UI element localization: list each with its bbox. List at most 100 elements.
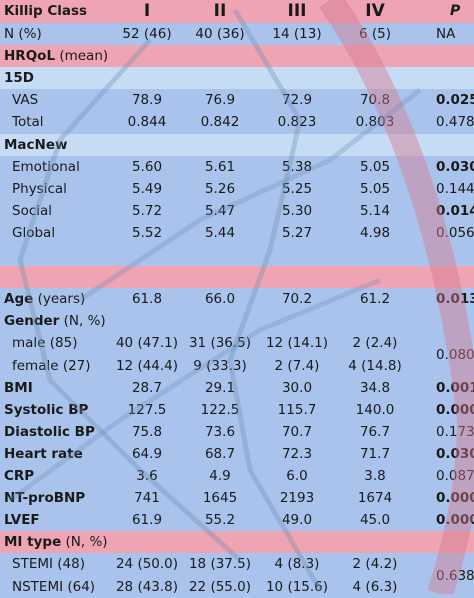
row-label-text: 15D (4, 70, 34, 87)
row-label: 15D (4, 67, 34, 89)
cell-c2: 5.26 (204, 180, 236, 197)
cell-c1: 3.6 (136, 468, 158, 484)
table-header: Killip Class I II III IV P (0, 0, 474, 23)
header-col-iv: IV (365, 1, 385, 21)
cell-c3: 5.30 (281, 202, 313, 219)
cell-c3: 5.25 (281, 180, 313, 197)
cell-c3: 12 (14.1) (265, 335, 329, 352)
row-label-text: MI type (4, 534, 62, 551)
row-label: female (27) (12, 355, 91, 377)
row-label: male (85) (12, 332, 77, 354)
cell-p-value: 0.030 (436, 158, 474, 175)
cell-c4: 61.2 (359, 291, 391, 308)
row-label: MI type (N, %) (4, 531, 108, 553)
header-p: P (450, 3, 461, 19)
cell-c4: 2 (2.4) (352, 335, 398, 352)
section-row: MacNew (0, 133, 474, 156)
row-label-text: Heart rate (4, 445, 83, 462)
table-row: Age (years) 61.8 66.0 70.2 61.2 0.013 (0, 288, 474, 311)
cell-c3: 5.27 (281, 224, 313, 241)
cell-c2: 5.47 (204, 202, 236, 219)
cell-c3: 70.7 (281, 423, 313, 440)
cell-c4: 140.0 (355, 401, 395, 418)
row-label-text: VAS (12, 92, 39, 109)
cell-c3: 70.2 (281, 291, 313, 308)
row-label: HRQoL (mean) (4, 45, 108, 67)
cell-p-value: 0.030 (436, 445, 474, 462)
cell-c1: 24 (50.0) (115, 556, 179, 573)
cell-c1: 5.60 (131, 158, 163, 175)
cell-c1: 61.9 (131, 512, 163, 529)
cell-c2: 1645 (202, 490, 238, 507)
row-label: Emotional (12, 156, 80, 178)
row-label: Gender (N, %) (4, 310, 106, 332)
cell-c2: 0.842 (200, 114, 240, 131)
cell-c1: 64.9 (131, 445, 163, 462)
table-row: female (27) 12 (44.4) 9 (33.3) 2 (7.4) 4 (14… (0, 354, 474, 377)
cell-c4: 71.7 (359, 445, 391, 462)
row-label: CRP (4, 465, 34, 487)
cell-c4: 45.0 (359, 512, 391, 529)
cell-p-value: 0.000 (436, 490, 474, 507)
cell-c2: 18 (37.5) (188, 556, 252, 573)
row-label-suffix: (N, %) (61, 534, 108, 551)
cell-p-value: 0.056 (436, 224, 474, 241)
cell-c1: 52 (46) (122, 26, 172, 42)
table-row: STEMI (48) 24 (50.0) 18 (37.5) 4 (8.3) 2 (4.… (0, 553, 474, 576)
cell-c1: 28 (43.8) (115, 578, 179, 595)
table-row: Social 5.72 5.47 5.30 5.14 0.014 (0, 199, 474, 222)
cell-c2: 22 (55.0) (188, 578, 252, 595)
row-label-text: HRQoL (4, 48, 56, 65)
cell-c3: 72.3 (281, 445, 313, 462)
row-label-text: Global (12, 224, 56, 241)
cell-c3: 115.7 (277, 401, 317, 418)
cell-c1: 12 (44.4) (115, 357, 179, 374)
row-label: N (%) (4, 23, 42, 45)
header-col-iii: III (287, 1, 307, 21)
row-label-text: N (%) (4, 26, 42, 42)
row-label-text: Systolic BP (4, 401, 89, 418)
cell-c4: 76.7 (359, 423, 391, 440)
cell-c1: 28.7 (131, 379, 163, 396)
cell-c1: 5.72 (131, 202, 163, 219)
cell-c3: 49.0 (281, 512, 313, 529)
cell-c3: 2 (7.4) (274, 357, 320, 374)
row-label-text: MacNew (4, 136, 68, 153)
row-label: Diastolic BP (4, 421, 95, 443)
cell-c1: 5.52 (131, 224, 163, 241)
table-row: LVEF 61.9 55.2 49.0 45.0 0.000 (0, 509, 474, 532)
cell-c2: 4.9 (209, 468, 231, 484)
row-label-text: male (85) (12, 335, 78, 352)
row-label: Systolic BP (4, 399, 88, 421)
cell-p-value: 0.001 (436, 379, 474, 396)
cell-c4: 0.803 (355, 114, 395, 131)
row-label: BMI (4, 377, 33, 399)
cell-c4: 70.8 (359, 92, 391, 109)
cell-c1: 78.9 (131, 92, 163, 109)
cell-p-value: 0.144 (436, 180, 474, 197)
cell-c4: 5.14 (359, 202, 391, 219)
cell-c2: 9 (33.3) (193, 357, 247, 374)
cell-p-value: 0.478 (436, 114, 474, 131)
cell-c2: 29.1 (204, 379, 236, 396)
cell-c4: 5.05 (359, 158, 391, 175)
cell-c2: 76.9 (204, 92, 236, 109)
cell-p-value: NA (436, 26, 456, 42)
cell-c4: 5.05 (359, 180, 391, 197)
cell-c3: 6.0 (286, 468, 308, 484)
cell-c1: 741 (134, 490, 160, 507)
cell-p-value: 0.025 (436, 92, 474, 109)
cell-c2: 55.2 (204, 512, 236, 529)
cell-c4: 4.98 (359, 224, 391, 241)
gender-p-value: 0.080 (436, 346, 474, 363)
table-row: Diastolic BP 75.8 73.6 70.7 76.7 0.173 (0, 420, 474, 443)
table-row: Total 0.844 0.842 0.823 0.803 0.478 (0, 111, 474, 134)
row-label-text: Gender (4, 313, 60, 330)
cell-c2: 122.5 (200, 401, 240, 418)
cell-c1: 40 (47.1) (115, 335, 179, 352)
row-label: NT-proBNP (4, 487, 85, 509)
table-row: Systolic BP 127.5 122.5 115.7 140.0 0.000 (0, 398, 474, 421)
table-row: BMI 28.7 29.1 30.0 34.8 0.001 (0, 376, 474, 399)
table-row: Global 5.52 5.44 5.27 4.98 0.056 (0, 221, 474, 244)
cell-p-value: 0.014 (436, 202, 474, 219)
